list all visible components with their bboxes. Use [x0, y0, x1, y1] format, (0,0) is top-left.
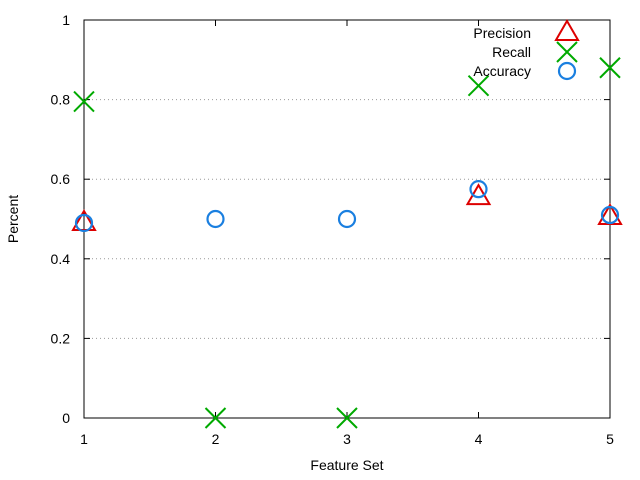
legend-marker-precision [554, 19, 580, 41]
data-points [71, 57, 623, 429]
grid-lines [84, 99, 610, 339]
legend-marker-recall [556, 41, 578, 63]
recall-point [204, 407, 227, 429]
recall-point [336, 407, 358, 429]
y-tick-label: 0.2 [51, 330, 71, 346]
y-tick-label: 0.6 [51, 171, 71, 187]
recall-point [599, 57, 621, 79]
accuracy-point [469, 180, 488, 199]
legend: Precision Recall Accuracy [473, 19, 580, 81]
recall-point [467, 74, 490, 97]
x-tick-label: 3 [343, 431, 351, 447]
x-tick-label: 5 [606, 431, 614, 447]
recall-point [73, 90, 95, 113]
legend-label: Recall [492, 44, 531, 60]
legend-label: Accuracy [473, 63, 531, 79]
y-tick-label: 1 [62, 12, 70, 28]
series-accuracy [74, 180, 620, 233]
x-tick-label: 1 [80, 431, 88, 447]
x-axis-label: Feature Set [310, 457, 383, 473]
series-recall [73, 57, 621, 429]
accuracy-point [74, 213, 94, 233]
accuracy-point [206, 209, 225, 229]
x-tick-label: 2 [212, 431, 220, 447]
x-tick-label: 4 [475, 431, 483, 447]
plot-frame [83, 19, 611, 419]
y-tick-label: 0 [62, 410, 70, 426]
legend-marker-accuracy [557, 61, 577, 81]
series-precision [71, 183, 623, 231]
accuracy-point [600, 205, 620, 225]
accuracy-point [337, 209, 357, 229]
axis-ticks: 0 0.2 0.4 0.6 0.8 1 1 2 3 4 5 [51, 12, 615, 447]
y-tick-label: 0.4 [51, 251, 71, 267]
y-tick-label: 0.8 [51, 92, 71, 108]
y-axis-label: Percent [5, 195, 21, 243]
legend-label: Precision [473, 25, 531, 41]
